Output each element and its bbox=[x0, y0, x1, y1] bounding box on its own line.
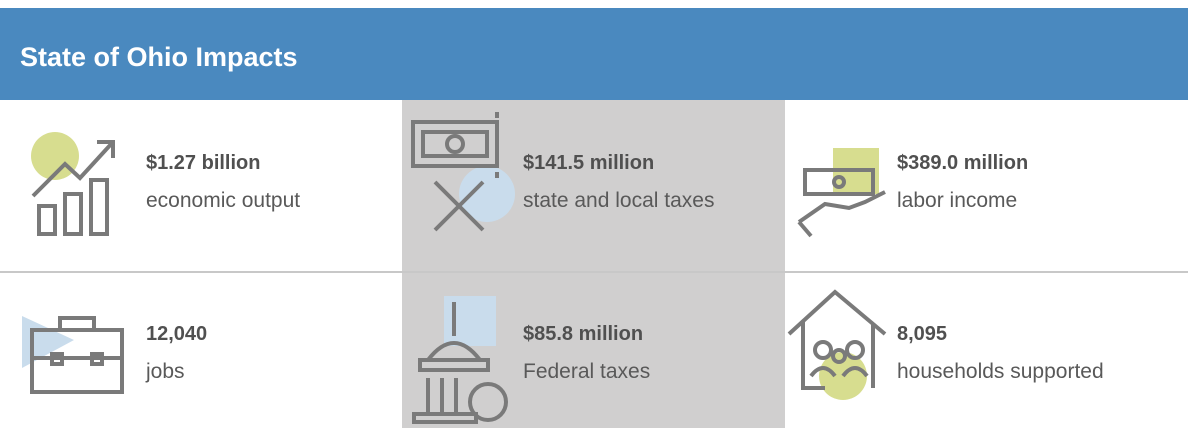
federal-icon bbox=[412, 296, 508, 424]
item-value: $85.8 million bbox=[523, 323, 644, 345]
item-label: labor income bbox=[897, 189, 1018, 212]
item-value: $141.5 million bbox=[523, 152, 655, 174]
item: 12,040 jobs bbox=[146, 323, 207, 384]
item: $389.0 million labor income bbox=[897, 152, 1028, 213]
item-label: state and local taxes bbox=[523, 189, 715, 212]
jobs-icon bbox=[22, 316, 124, 394]
item: $141.5 million state and local taxes bbox=[523, 152, 714, 213]
item-value: $389.0 million bbox=[897, 152, 1029, 174]
row-separator bbox=[0, 271, 1188, 273]
labor-icon bbox=[797, 148, 886, 238]
header: State of Ohio Impacts bbox=[0, 8, 1188, 100]
item: 8,095 households supported bbox=[897, 323, 1104, 384]
households-icon bbox=[787, 289, 887, 400]
item-label: Federal taxes bbox=[523, 360, 651, 383]
item-label: economic output bbox=[146, 189, 301, 212]
title: State of Ohio Impacts bbox=[20, 42, 298, 72]
growth-icon bbox=[31, 132, 115, 236]
item-label: jobs bbox=[146, 360, 185, 383]
item: $85.8 million Federal taxes bbox=[523, 323, 650, 384]
item-label: households supported bbox=[897, 360, 1104, 383]
item-value: 12,040 bbox=[146, 323, 208, 345]
item-value: $1.27 billion bbox=[146, 152, 261, 174]
item: $1.27 billion economic output bbox=[146, 152, 300, 213]
item-value: 8,095 bbox=[897, 323, 948, 345]
taxes-icon bbox=[411, 112, 515, 232]
